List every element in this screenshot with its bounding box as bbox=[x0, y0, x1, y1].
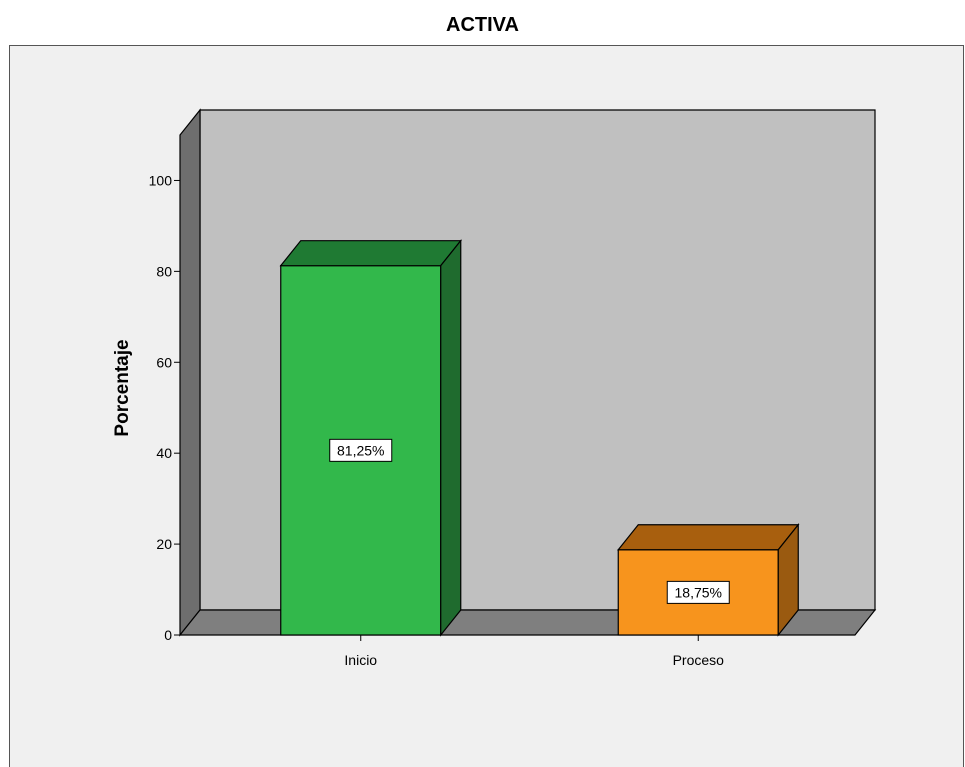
bar-side bbox=[777, 523, 799, 637]
bar-inicio bbox=[279, 238, 462, 637]
bar-side bbox=[440, 238, 462, 637]
data-label: 81,25% bbox=[337, 442, 384, 458]
y-axis: 0 20 40 60 80 100 bbox=[149, 135, 181, 643]
x-tick-label: Inicio bbox=[344, 652, 377, 668]
y-tick-label: 100 bbox=[149, 172, 173, 188]
y-tick-label: 0 bbox=[164, 627, 172, 643]
labels: 81,25% Inicio 18,75% Proceso bbox=[329, 438, 730, 668]
left-wall bbox=[179, 108, 201, 637]
data-label: 18,75% bbox=[675, 584, 722, 600]
data-label-box bbox=[666, 580, 730, 604]
bar-proceso bbox=[617, 523, 800, 637]
y-tick-label: 60 bbox=[156, 354, 172, 370]
bar-front bbox=[617, 549, 779, 636]
x-tick-label: Proceso bbox=[673, 652, 725, 668]
bar-top bbox=[617, 524, 800, 551]
y-axis-label: Porcentaje bbox=[112, 339, 133, 436]
y-tick-label: 40 bbox=[156, 445, 172, 461]
chart-title: ACTIVA bbox=[446, 14, 519, 36]
bars bbox=[279, 238, 800, 637]
bar-top bbox=[279, 240, 462, 267]
y-tick-label: 80 bbox=[156, 263, 172, 279]
y-tick-label: 20 bbox=[156, 536, 172, 552]
data-label-box bbox=[329, 438, 393, 462]
